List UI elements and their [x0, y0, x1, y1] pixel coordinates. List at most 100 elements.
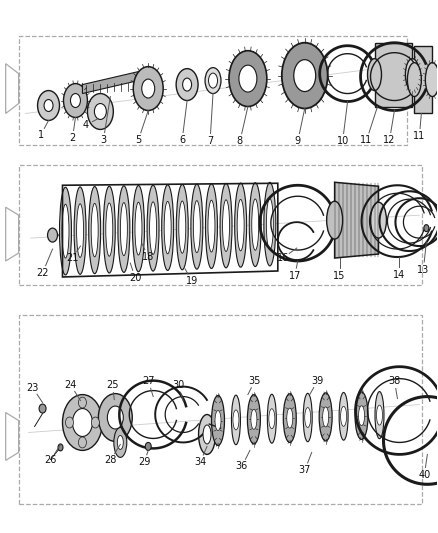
Text: 10: 10 — [336, 136, 349, 147]
Ellipse shape — [44, 100, 53, 111]
Ellipse shape — [212, 395, 225, 446]
Ellipse shape — [107, 406, 124, 429]
Text: 27: 27 — [142, 376, 155, 386]
Ellipse shape — [252, 199, 259, 251]
Ellipse shape — [176, 69, 198, 101]
Ellipse shape — [71, 94, 81, 108]
Text: 4: 4 — [82, 120, 88, 131]
Ellipse shape — [424, 224, 429, 232]
Ellipse shape — [183, 78, 191, 91]
Ellipse shape — [191, 184, 203, 269]
Text: 40: 40 — [418, 470, 431, 480]
Text: 37: 37 — [299, 465, 311, 475]
Ellipse shape — [367, 59, 381, 91]
Text: 7: 7 — [207, 136, 213, 147]
Text: 6: 6 — [179, 135, 185, 146]
Ellipse shape — [425, 63, 438, 96]
Text: 34: 34 — [194, 457, 206, 467]
Ellipse shape — [38, 91, 60, 120]
Ellipse shape — [407, 63, 421, 96]
Ellipse shape — [133, 67, 163, 110]
Ellipse shape — [341, 406, 346, 426]
Ellipse shape — [305, 408, 311, 427]
Text: 20: 20 — [129, 273, 141, 283]
Text: 15: 15 — [333, 271, 346, 281]
Ellipse shape — [64, 84, 88, 117]
Ellipse shape — [267, 394, 276, 443]
Polygon shape — [335, 182, 378, 258]
Ellipse shape — [39, 404, 46, 413]
Text: 1: 1 — [38, 131, 44, 140]
Ellipse shape — [92, 417, 99, 428]
Ellipse shape — [266, 199, 273, 249]
Text: 21: 21 — [66, 253, 79, 263]
Ellipse shape — [114, 427, 127, 457]
Polygon shape — [82, 71, 138, 94]
Ellipse shape — [220, 183, 232, 268]
Ellipse shape — [95, 103, 106, 119]
Ellipse shape — [377, 405, 382, 425]
Ellipse shape — [103, 186, 115, 273]
Ellipse shape — [294, 60, 316, 92]
Text: 24: 24 — [64, 379, 77, 390]
Ellipse shape — [62, 204, 69, 258]
Ellipse shape — [233, 410, 239, 430]
Ellipse shape — [208, 73, 218, 88]
Ellipse shape — [91, 204, 98, 257]
Ellipse shape — [282, 43, 328, 109]
Ellipse shape — [99, 393, 132, 441]
Ellipse shape — [77, 204, 84, 257]
Ellipse shape — [179, 201, 186, 253]
Ellipse shape — [249, 183, 261, 266]
Ellipse shape — [89, 187, 101, 273]
Ellipse shape — [150, 202, 156, 254]
Ellipse shape — [283, 394, 296, 442]
Ellipse shape — [193, 200, 200, 253]
Ellipse shape — [118, 186, 130, 272]
Text: 22: 22 — [36, 268, 49, 278]
Ellipse shape — [66, 417, 74, 428]
Ellipse shape — [78, 437, 86, 448]
Ellipse shape — [48, 228, 57, 242]
Ellipse shape — [142, 79, 155, 98]
Ellipse shape — [106, 203, 113, 256]
Text: 25: 25 — [106, 379, 119, 390]
Text: 36: 36 — [236, 462, 248, 471]
Text: 23: 23 — [26, 383, 39, 393]
Text: 9: 9 — [295, 136, 301, 147]
Ellipse shape — [88, 94, 113, 130]
Ellipse shape — [269, 409, 275, 429]
Ellipse shape — [164, 201, 171, 254]
Text: 11: 11 — [360, 135, 373, 146]
Ellipse shape — [205, 184, 217, 269]
Ellipse shape — [223, 200, 230, 252]
Ellipse shape — [303, 393, 312, 442]
Ellipse shape — [203, 425, 211, 444]
Text: 28: 28 — [104, 455, 117, 465]
Polygon shape — [374, 43, 413, 107]
Text: 29: 29 — [138, 457, 150, 467]
Text: 13: 13 — [417, 265, 430, 275]
Ellipse shape — [60, 187, 71, 275]
Text: 35: 35 — [249, 376, 261, 386]
Ellipse shape — [215, 410, 221, 431]
Ellipse shape — [208, 200, 215, 252]
Text: 5: 5 — [135, 135, 141, 146]
Text: 39: 39 — [311, 376, 324, 386]
Ellipse shape — [247, 395, 260, 444]
Ellipse shape — [176, 184, 188, 270]
Text: 17: 17 — [289, 271, 301, 281]
Ellipse shape — [120, 203, 127, 256]
Ellipse shape — [231, 395, 240, 445]
Ellipse shape — [198, 415, 215, 455]
Bar — [19, 36, 407, 146]
Text: 26: 26 — [44, 455, 57, 465]
Text: 19: 19 — [186, 276, 198, 286]
Ellipse shape — [72, 409, 92, 437]
Text: 38: 38 — [389, 376, 401, 386]
Ellipse shape — [74, 187, 86, 274]
Ellipse shape — [78, 397, 86, 408]
Bar — [19, 315, 422, 504]
Ellipse shape — [327, 201, 343, 239]
Ellipse shape — [229, 51, 267, 107]
